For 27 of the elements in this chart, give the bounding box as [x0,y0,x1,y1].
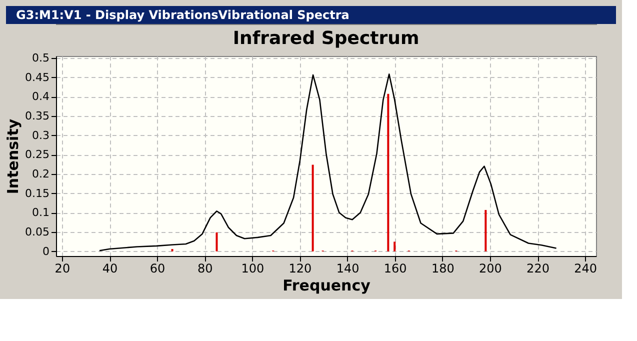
x-tick-label: 200 [478,262,502,276]
y-tick-label: 0.4 [32,90,50,104]
y-tick-label: 0 [42,244,50,258]
y-tick-label: 0.1 [32,206,50,220]
x-tick-label: 120 [288,262,312,276]
x-tick-label: 20 [54,262,70,276]
x-tick-label: 80 [197,262,213,276]
y-tick-label: 0.45 [25,70,50,84]
x-tick-label: 240 [574,262,598,276]
y-tick-label: 0.05 [25,226,50,239]
y-tick-label: 0.2 [32,167,50,180]
x-tick-label: 160 [384,262,407,276]
x-tick-label: 100 [241,262,264,276]
y-tick-label: 0.15 [25,186,50,200]
y-tick-label: 0.25 [25,148,50,162]
y-tick-label: 0.5 [32,51,50,64]
y-tick-label: 0.3 [32,128,50,142]
x-tick-label: 40 [102,262,118,276]
x-tick-label: 60 [150,262,166,276]
y-axis-title: Intensity [4,118,22,194]
y-tick-label: 0.35 [25,109,50,122]
x-axis-title: Frequency [282,276,371,294]
x-tick-label: 180 [431,262,454,276]
text: G3:M1:V1 - Display VibrationsVibrational Spectra [16,8,350,22]
x-tick-label: 140 [336,262,360,276]
chart-title: Infrared Spectrum [232,28,420,49]
x-tick-label: 220 [526,262,550,276]
